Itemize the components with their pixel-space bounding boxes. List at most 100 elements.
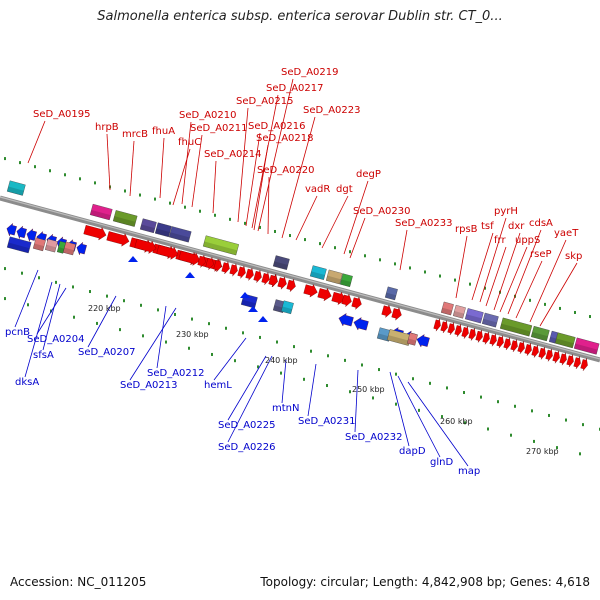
- gene-block-fwd-4: [154, 222, 172, 238]
- gene-block-rev-3-shade: [57, 247, 65, 254]
- tick-mark: [454, 278, 456, 282]
- leader-fwd-5: [181, 121, 192, 205]
- gene-block-fwd-9: [325, 269, 343, 285]
- gene-block-fwd-17: [530, 325, 550, 342]
- gene-arrow-fwd-30: [440, 320, 448, 334]
- tick-mark: [214, 213, 216, 217]
- gene-arrow-fwd-35-body: [475, 329, 483, 343]
- gene-block-fwd-20-shade: [574, 343, 598, 355]
- gene-block-fwd-1-body: [89, 203, 113, 221]
- gene-label-fwd-29: skp: [565, 251, 582, 262]
- tick-mark: [514, 404, 516, 408]
- tick-mark: [441, 415, 443, 419]
- gene-arrow-fwd-41-body: [517, 341, 525, 354]
- gene-block-rev-9: [386, 329, 412, 346]
- gene-block-fwd-6-shade: [203, 241, 238, 256]
- gene-arrow-fwd-47-body: [559, 352, 567, 366]
- leader-rev-5: [156, 305, 167, 369]
- leader-fwd-16: [321, 195, 349, 249]
- gene-label-fwd-10: SeD_A0217: [266, 83, 324, 94]
- gene-arrow-rev-2: [26, 228, 37, 242]
- small-gene-arrow-1: [185, 272, 195, 278]
- gene-arrow-rev-12-body: [416, 334, 430, 348]
- tick-mark: [378, 368, 380, 372]
- gene-arrow-fwd-25-body: [341, 293, 352, 308]
- leader-fwd-28: [529, 239, 567, 323]
- gene-block-fwd-7-body: [272, 255, 290, 270]
- gene-arrow-fwd-20: [277, 276, 287, 290]
- tick-mark: [327, 354, 329, 358]
- gene-block-fwd-11-shade: [385, 292, 397, 300]
- gene-arrow-fwd-24: [331, 291, 346, 305]
- gene-label-fwd-11: SeD_A0218: [256, 133, 314, 144]
- gene-label-fwd-25: uppS: [515, 235, 540, 246]
- tick-mark: [439, 274, 441, 278]
- gene-label-fwd-4: fhuC: [178, 137, 201, 148]
- leader-rev-4: [87, 295, 117, 348]
- gene-label-fwd-5: SeD_A0210: [179, 110, 237, 121]
- gene-block-fwd-8-body: [309, 265, 327, 280]
- gene-block-rev-7-shade: [281, 306, 293, 314]
- gene-block-fwd-20-body: [573, 337, 600, 355]
- tick-mark: [510, 433, 512, 437]
- gene-arrow-fwd-12-body: [221, 261, 230, 275]
- tick-mark: [199, 209, 201, 213]
- tick-mark: [49, 169, 51, 173]
- gene-arrow-fwd-38-body: [496, 335, 504, 349]
- tick-mark: [326, 384, 328, 388]
- gene-block-fwd-3-body: [139, 218, 157, 234]
- tick-mark: [544, 302, 546, 306]
- gene-block-fwd-7: [272, 255, 290, 270]
- gene-block-fwd-15-body: [481, 312, 499, 328]
- gene-arrow-fwd-43-body: [531, 344, 539, 358]
- gene-label-rev-3: SeD_A0204: [27, 334, 85, 345]
- gene-arrow-fwd-17-body: [261, 272, 270, 285]
- gene-block-rev-10-shade: [407, 338, 417, 346]
- tick-mark: [469, 282, 471, 286]
- gene-block-rev-4-body: [62, 241, 76, 256]
- gene-block-fwd-2-body: [112, 210, 138, 227]
- gene-arrow-rev-1: [16, 225, 27, 240]
- tick-mark: [211, 352, 213, 356]
- gene-block-rev-4-shade: [63, 247, 75, 256]
- tick-mark: [565, 418, 567, 422]
- gene-arrow-fwd-28-body: [391, 307, 402, 321]
- gene-arrow-fwd-31: [447, 322, 455, 335]
- gene-arrow-fwd-37-body: [489, 333, 497, 347]
- gene-label-rev-9: SeD_A0226: [218, 442, 276, 453]
- leader-fwd-11: [253, 144, 269, 231]
- gene-arrow-fwd-44: [538, 346, 546, 360]
- gene-arrow-fwd-33: [461, 326, 469, 339]
- tick-mark: [34, 165, 36, 169]
- gene-block-fwd-15-shade: [482, 318, 497, 328]
- leader-fwd-22: [479, 217, 507, 303]
- tick-mark: [484, 286, 486, 290]
- gene-block-fwd-18-shade: [549, 336, 557, 344]
- tick-mark: [559, 306, 561, 310]
- gene-arrow-fwd-27-body: [381, 304, 392, 318]
- gene-block-rev-1-shade: [33, 243, 45, 251]
- small-gene-arrow-4: [258, 316, 268, 322]
- gene-block-fwd-19-body: [554, 332, 576, 349]
- tick-mark: [72, 285, 74, 289]
- gene-block-rev-7: [280, 300, 294, 315]
- gene-arrow-fwd-30-body: [440, 320, 448, 334]
- gene-label-rev-4: SeD_A0207: [78, 347, 136, 358]
- gene-arrow-fwd-22: [303, 284, 318, 298]
- tick-mark: [361, 363, 363, 367]
- gene-arrow-fwd-48-body: [566, 354, 574, 368]
- gene-block-fwd-8: [309, 265, 327, 280]
- gene-arrow-fwd-34-body: [468, 327, 476, 341]
- gene-arrow-fwd-6-body: [156, 244, 179, 260]
- tick-mark: [372, 396, 374, 400]
- gene-block-rev-7-body: [280, 300, 294, 315]
- tick-mark: [304, 238, 306, 242]
- gene-block-fwd-19-shade: [555, 338, 574, 348]
- gene-block-fwd-16: [499, 317, 533, 337]
- tick-mark: [124, 189, 126, 193]
- gene-arrow-fwd-29: [433, 318, 441, 332]
- accession-label: Accession: NC_011205: [10, 575, 147, 589]
- tick-mark: [55, 280, 57, 284]
- gene-block-fwd-17-body: [530, 325, 550, 342]
- gene-block-fwd-12: [440, 301, 454, 316]
